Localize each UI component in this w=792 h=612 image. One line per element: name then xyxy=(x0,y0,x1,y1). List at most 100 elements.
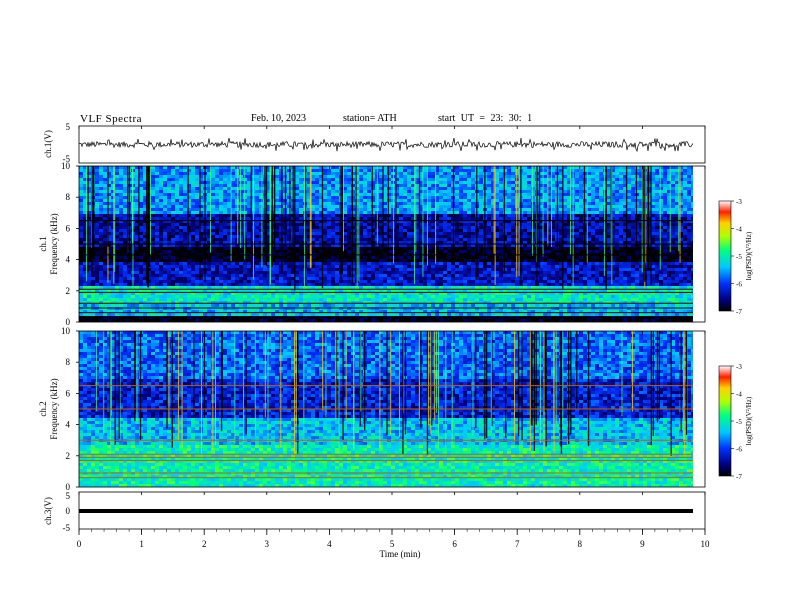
spectrogram-row xyxy=(79,454,696,458)
colorbar-tick-label: -7 xyxy=(736,308,742,316)
ch1-ytick-neg5: -5 xyxy=(63,154,71,164)
spectrogram-row xyxy=(79,463,696,467)
spectrogram-row xyxy=(79,256,696,260)
ch3-waveform-panel: 5 0 -5 ch.3(V) xyxy=(43,491,706,533)
spectrogram-row xyxy=(79,310,696,314)
spectrogram-row xyxy=(79,415,696,419)
spectrogram-row xyxy=(79,481,696,485)
spectrogram-row xyxy=(79,187,696,191)
colorbar-tick-label: -3 xyxy=(736,363,742,371)
spectrogram-row xyxy=(79,217,696,221)
spectrogram-row xyxy=(79,211,696,215)
y-tick-label: 10 xyxy=(61,161,71,171)
ch1-waveform-panel: 5 -5 ch.1(V) xyxy=(43,122,706,164)
spectrogram-row xyxy=(79,265,696,269)
spectrogram-row xyxy=(79,268,696,272)
x-tick-label: 2 xyxy=(202,539,207,549)
spectrogram-row xyxy=(79,436,696,440)
x-tick-label: 1 xyxy=(139,539,144,549)
spectrogram-row xyxy=(79,205,696,209)
colorbar-tick-label: -3 xyxy=(736,198,742,206)
spectrogram-row xyxy=(79,457,696,461)
spectrogram-row xyxy=(79,196,696,200)
x-tick-label: 8 xyxy=(578,539,583,549)
spectrogram-row xyxy=(79,193,696,197)
ch2-ylabel-line2: Frequency (kHz) xyxy=(49,378,59,439)
y-tick-label: 4 xyxy=(66,420,71,430)
ch1-ylabel-line2: Frequency (kHz) xyxy=(49,213,59,274)
y-tick-label: 0 xyxy=(66,482,71,492)
y-tick-label: 8 xyxy=(66,192,71,202)
x-tick-label: 7 xyxy=(515,539,520,549)
ch1-ylabel: ch.1(V) xyxy=(43,130,53,158)
x-tick-label: 6 xyxy=(452,539,457,549)
chart-title: VLF Spectra xyxy=(80,113,143,125)
spectrogram-row xyxy=(79,442,696,446)
spectrogram-row xyxy=(79,235,696,239)
spectrogram-row xyxy=(79,277,696,281)
spectrogram-row xyxy=(79,283,696,287)
spectrogram-row xyxy=(79,289,696,293)
ch3-ytick-0: 0 xyxy=(66,506,71,516)
colorbar-tick-label: -4 xyxy=(736,226,742,234)
colorbar-tick-label: -5 xyxy=(736,253,742,261)
x-axis: 0 1 2 3 4 5 6 7 8 9 10 xyxy=(77,126,710,549)
spectrogram-row xyxy=(79,208,696,212)
spectrogram-row xyxy=(79,313,696,317)
spectrogram-row xyxy=(79,178,696,182)
spectrogram-row xyxy=(79,226,696,230)
spectrogram-row xyxy=(79,469,696,473)
spectrogram-row xyxy=(79,319,696,323)
y-tick-label: 10 xyxy=(61,326,71,336)
start-time-label: start UT = 23: 30: 1 xyxy=(438,113,533,124)
x-tick-label: 9 xyxy=(640,539,645,549)
ch1-colorbar: -3 -4 -5 -6 -7 log(PSD)(V²/Hz) xyxy=(718,198,753,316)
y-tick-label: 2 xyxy=(66,286,71,296)
colorbar-tick-label: -7 xyxy=(736,473,742,481)
ch1-ylabel-line1: ch.1 xyxy=(38,236,48,251)
spectrogram-row xyxy=(79,202,696,206)
spectrogram-row xyxy=(79,247,696,251)
spectrogram-row xyxy=(79,181,696,185)
y-tick-label: 2 xyxy=(66,451,71,461)
ch2-spectrogram-image xyxy=(79,331,705,488)
x-tick-label: 10 xyxy=(701,539,711,549)
spectrogram-row xyxy=(79,184,696,188)
spectrogram-row xyxy=(79,172,696,176)
y-tick-label: 6 xyxy=(66,223,71,233)
spectrogram-row xyxy=(79,250,696,254)
ch3-ytick-neg5: -5 xyxy=(63,523,71,533)
spectrogram-row xyxy=(79,304,696,308)
spectrogram-row xyxy=(79,382,696,386)
spectrogram-row xyxy=(79,286,696,290)
ch1-spectrogram-panel: ch.1 Frequency (kHz) 0 2 4 6 8 10 xyxy=(38,161,706,327)
ch2-spectrogram-panel: ch.2 Frequency (kHz) 0 2 4 6 8 10 xyxy=(38,326,706,492)
colorbar-tick-label: -5 xyxy=(736,418,742,426)
spectrogram-row xyxy=(79,403,696,407)
spectrogram-row xyxy=(79,301,696,305)
spectrogram-row xyxy=(79,484,696,488)
spectrogram-row xyxy=(79,199,696,203)
x-tick-label: 3 xyxy=(265,539,270,549)
spectrogram-row xyxy=(79,370,696,374)
ch1-colorbar-label: log(PSD)(V²/Hz) xyxy=(745,231,753,280)
spectrogram-row xyxy=(79,451,696,455)
ch1-ytick-5: 5 xyxy=(66,122,71,132)
station-label: station= ATH xyxy=(343,113,397,124)
spectrogram-row xyxy=(79,214,696,218)
spectrogram-row xyxy=(79,448,696,452)
spectrogram-row xyxy=(79,406,696,410)
spectrogram-row xyxy=(79,262,696,266)
spectrogram-row xyxy=(79,166,696,170)
spectrogram-row xyxy=(79,169,696,173)
x-tick-label: 4 xyxy=(327,539,332,549)
spectrogram-row xyxy=(79,373,696,377)
spectrogram-row xyxy=(79,418,696,422)
ch3-ytick-5: 5 xyxy=(66,491,71,501)
y-tick-label: 6 xyxy=(66,388,71,398)
colorbar-tick-label: -6 xyxy=(736,446,742,454)
ch2-colorbar: -3 -4 -5 -6 -7 log(PSD)(V²/Hz) xyxy=(718,363,753,481)
date-label: Feb. 10, 2023 xyxy=(251,113,306,124)
ch3-ylabel: ch.3(V) xyxy=(43,497,53,525)
